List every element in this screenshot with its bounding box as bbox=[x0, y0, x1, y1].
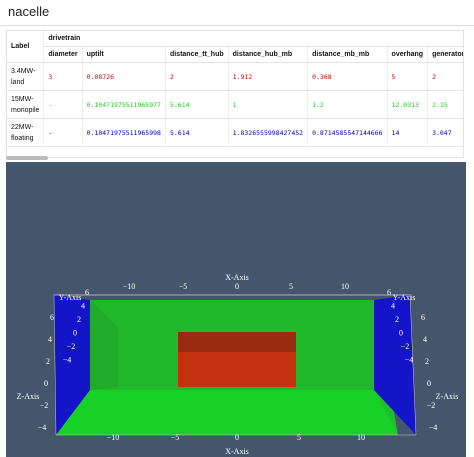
x-tick-label: 10 bbox=[357, 433, 365, 442]
x-tick-label: −5 bbox=[171, 433, 180, 442]
z-tick-label: 6 bbox=[50, 313, 54, 322]
column-header: generator_length bbox=[427, 46, 463, 63]
y-tick-label: 0 bbox=[399, 328, 403, 337]
cell: 0.368 bbox=[307, 62, 388, 91]
frame bbox=[53, 294, 417, 436]
left-shadow bbox=[90, 300, 118, 390]
cell: 2.15 bbox=[427, 90, 463, 119]
cell: - bbox=[43, 118, 83, 147]
x-tick-label: −5 bbox=[179, 282, 188, 291]
z-tick-label: −2 bbox=[427, 401, 436, 410]
cell: 12.0313 bbox=[387, 90, 429, 119]
cell: - bbox=[43, 90, 83, 119]
row-label: 15MW-monopile bbox=[7, 90, 45, 119]
cell: 0.10471975511965998 bbox=[82, 118, 166, 147]
plot-3d[interactable]: X-Axis X-Axis Y-Axis Y-Axis Z-Axis Z-Axis −10 −… bbox=[6, 162, 466, 457]
y-tick-label: 2 bbox=[77, 315, 81, 324]
z-tick-label: 2 bbox=[425, 357, 429, 366]
y-tick-label: −2 bbox=[401, 342, 410, 351]
right-wall bbox=[374, 295, 416, 435]
x-axis-title: X-Axis bbox=[225, 273, 249, 282]
cell: 14 bbox=[387, 118, 429, 147]
y-tick-label: −4 bbox=[63, 355, 72, 364]
z-tick-label: 6 bbox=[421, 313, 425, 322]
cell: 3 bbox=[43, 62, 83, 91]
table-container: Label drivetrain diameter uptilt distance_tt… bbox=[6, 30, 464, 158]
column-header: Label bbox=[7, 31, 45, 63]
y-tick-label: 0 bbox=[73, 328, 77, 337]
y-tick-label: 2 bbox=[395, 315, 399, 324]
column-header: uptilt bbox=[82, 46, 166, 63]
z-tick-label: −2 bbox=[40, 401, 49, 410]
cell: 2 bbox=[165, 62, 229, 91]
data-table: Label drivetrain diameter uptilt distance_tt… bbox=[7, 31, 463, 147]
cell: 5.614 bbox=[165, 118, 229, 147]
column-header: distance_hub_mb bbox=[228, 46, 309, 63]
z-axis-title: Z-Axis bbox=[436, 392, 459, 401]
z-tick-label: 2 bbox=[46, 357, 50, 366]
y-axis-title: Y-Axis bbox=[59, 293, 82, 302]
cell: 5.614 bbox=[165, 90, 229, 119]
x-tick-label: 0 bbox=[235, 282, 239, 291]
row-label: 3.4MW-land bbox=[7, 62, 45, 91]
column-header: distance_mb_mb bbox=[307, 46, 388, 63]
column-header: diameter bbox=[43, 46, 83, 63]
table-row: 22MW-floating -0.10471975511965998 5.614 1.… bbox=[7, 118, 463, 147]
row-label: 22MW-floating bbox=[7, 118, 45, 147]
header-row: diameter uptilt distance_tt_hub distance_hu… bbox=[7, 46, 463, 63]
cell: 0.10471975511965977 bbox=[82, 90, 166, 119]
z-tick-label: 4 bbox=[48, 335, 52, 344]
z-tick-label: 0 bbox=[44, 379, 48, 388]
panel-title: nacelle bbox=[8, 4, 50, 19]
x-tick-label: 0 bbox=[235, 433, 239, 442]
group-header: drivetrain bbox=[43, 31, 463, 47]
box-front bbox=[178, 352, 296, 387]
y-tick-label: 4 bbox=[81, 301, 85, 310]
z-tick-label: −4 bbox=[429, 423, 438, 432]
column-header: distance_tt_hub bbox=[165, 46, 229, 63]
floor-front bbox=[56, 390, 398, 435]
x-axis-title: X-Axis bbox=[225, 447, 249, 456]
z-tick-label: −4 bbox=[38, 423, 47, 432]
table-row: 15MW-monopile -0.10471975511965977 5.614 1 1… bbox=[7, 90, 463, 119]
x-tick-label: 5 bbox=[289, 282, 293, 291]
x-tick-label: −10 bbox=[123, 282, 136, 291]
y-tick-label: 4 bbox=[391, 301, 395, 310]
y-axis-title: Y-Axis bbox=[393, 293, 416, 302]
column-header: overhang bbox=[387, 46, 429, 63]
cell: 0.8714585547144666 bbox=[307, 118, 388, 147]
cell: 1 bbox=[228, 90, 309, 119]
left-wall bbox=[54, 295, 90, 435]
cell: 1.2 bbox=[307, 90, 388, 119]
cell: 0.08726 bbox=[82, 62, 166, 91]
cell: 5 bbox=[387, 62, 429, 91]
scrollbar[interactable] bbox=[6, 156, 48, 160]
y-tick-label: 6 bbox=[387, 288, 391, 297]
y-tick-label: −4 bbox=[405, 355, 414, 364]
cell: 1.912 bbox=[228, 62, 309, 91]
z-axis-title: Z-Axis bbox=[17, 392, 40, 401]
x-tick-label: −10 bbox=[107, 433, 120, 442]
x-tick-label: 10 bbox=[341, 282, 349, 291]
cell: 2 bbox=[427, 62, 463, 91]
cell: 3.047 bbox=[427, 118, 463, 147]
x-tick-label: 5 bbox=[297, 433, 301, 442]
header-row: Label drivetrain bbox=[7, 31, 463, 63]
y-tick-label: −2 bbox=[67, 342, 76, 351]
divider bbox=[0, 25, 474, 26]
cell: 1.8326555998427452 bbox=[228, 118, 309, 147]
axis-labels: X-Axis X-Axis Y-Axis Y-Axis Z-Axis Z-Axis −10 −… bbox=[17, 273, 459, 456]
z-tick-label: 4 bbox=[423, 335, 427, 344]
box-top bbox=[178, 332, 296, 352]
y-tick-label: 6 bbox=[85, 288, 89, 297]
z-tick-label: 0 bbox=[427, 379, 431, 388]
